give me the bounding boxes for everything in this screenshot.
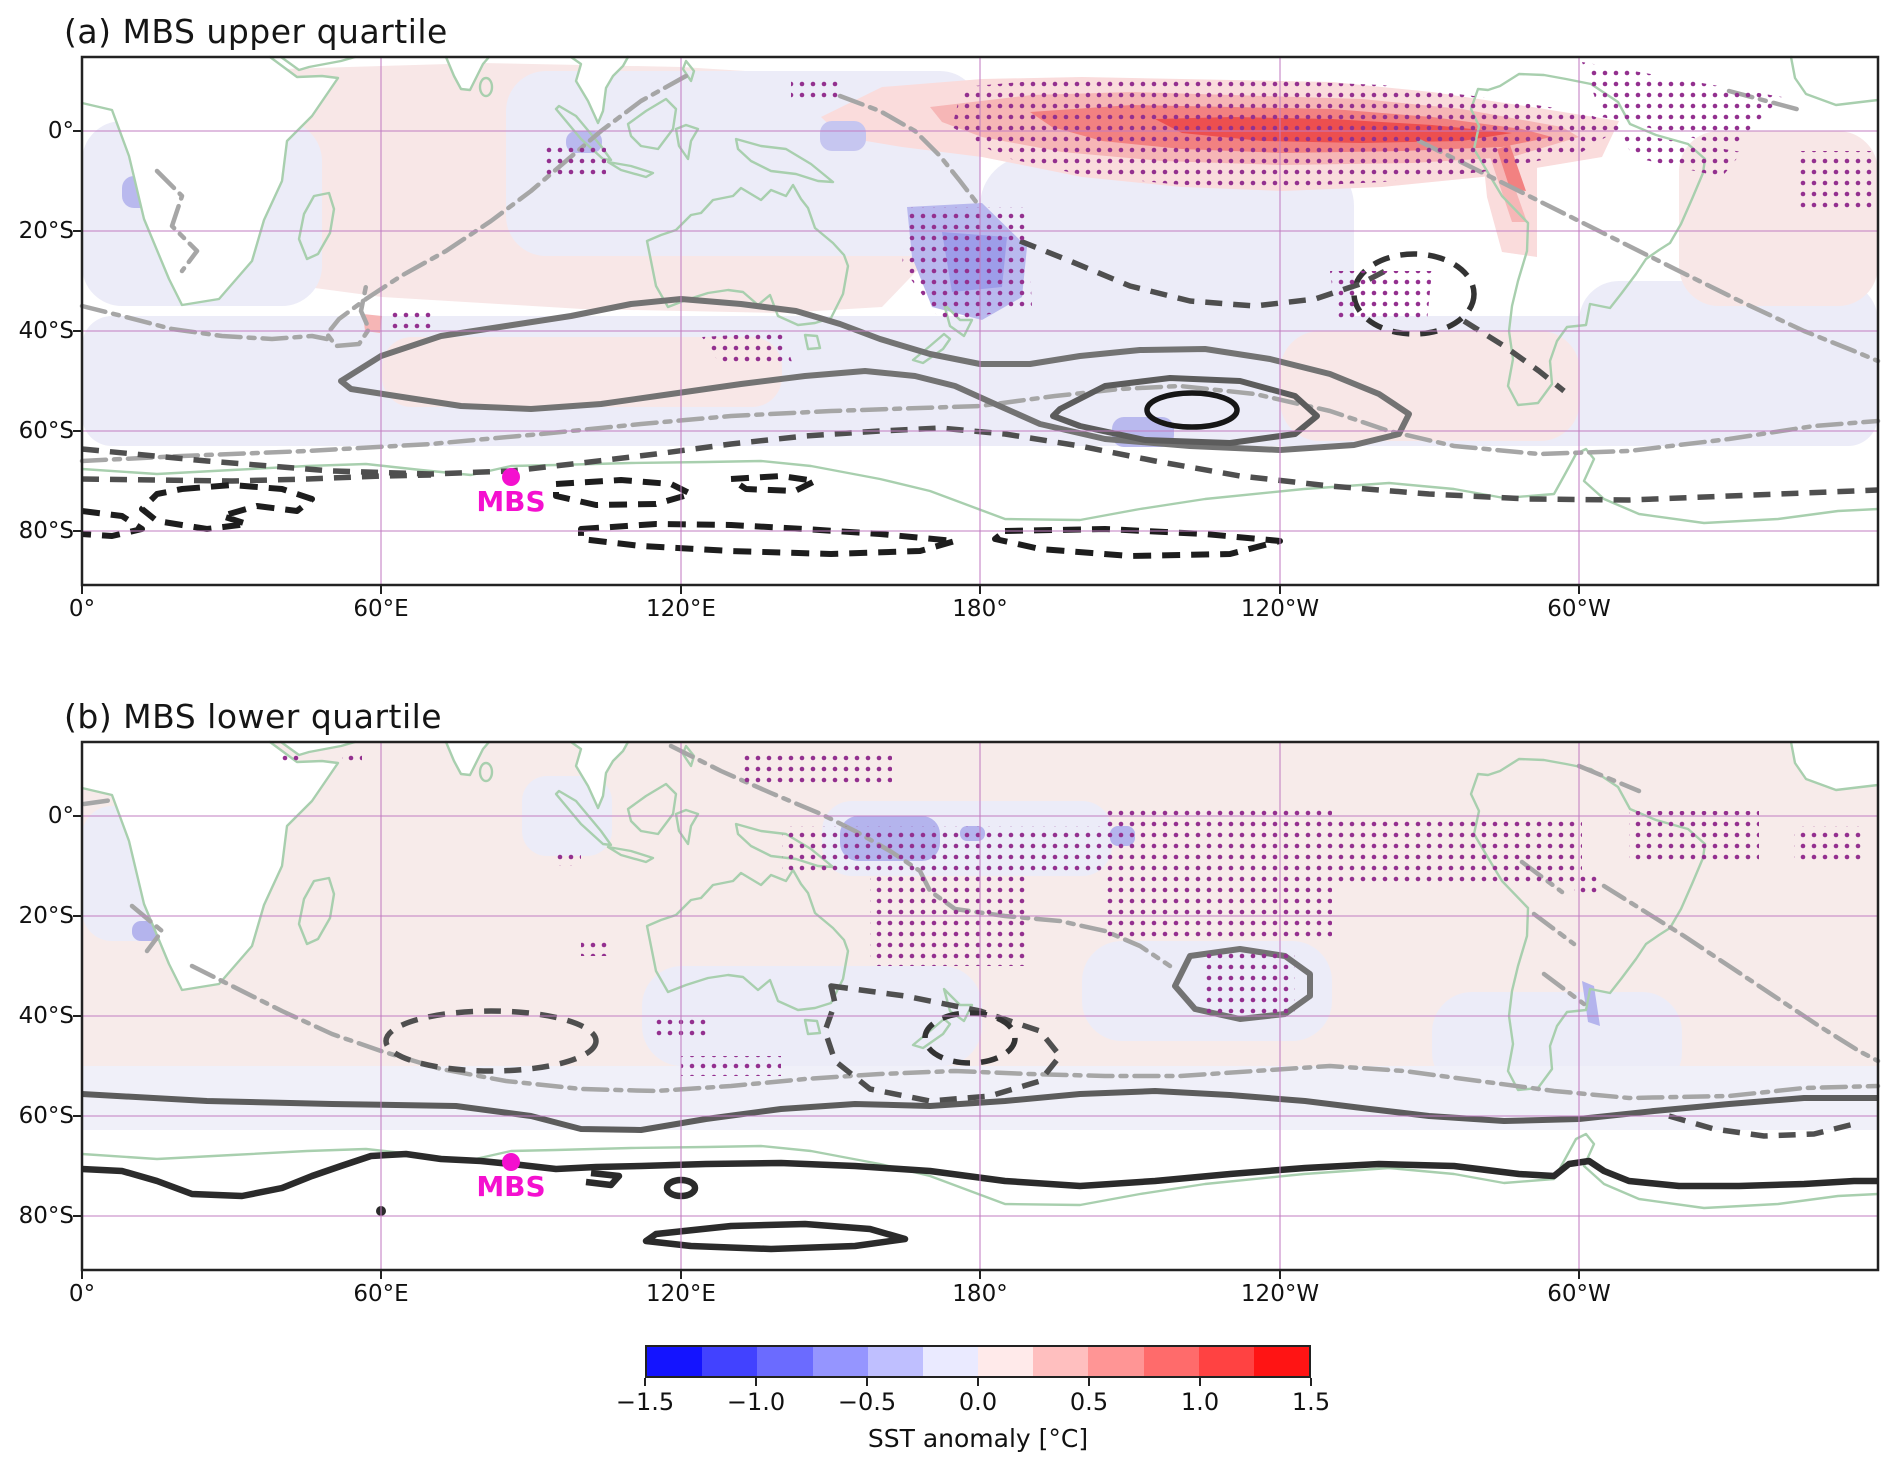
colorbar-tick-label: −1.5 [615, 1388, 675, 1416]
colorbar-segment [1198, 1347, 1254, 1376]
colorbar-tick-label: −1.0 [726, 1388, 786, 1416]
x-tick-label: 60°W [1547, 596, 1611, 622]
mbs-label-a: MBS [476, 485, 545, 518]
x-tick-label: 120°E [646, 1281, 716, 1307]
y-tick-label: 60°S [18, 418, 74, 444]
x-tick-label: 60°W [1547, 1281, 1611, 1307]
colorbar-tick-label: 1.5 [1291, 1388, 1331, 1416]
colorbar-tickmark [977, 1378, 979, 1386]
mbs-label-b: MBS [476, 1170, 545, 1203]
x-tick-label: 120°W [1240, 1281, 1320, 1307]
y-tick-label: 0° [47, 803, 74, 829]
colorbar-tick-label: 1.0 [1180, 1388, 1220, 1416]
colorbar-segment [922, 1347, 979, 1376]
x-tick-label: 120°E [646, 596, 716, 622]
colorbar-segment [812, 1347, 868, 1376]
x-tick-label: 0° [68, 596, 96, 622]
x-tick-label: 180° [952, 596, 1008, 622]
mbs-marker-b: MBS [476, 1153, 546, 1203]
x-tick-label: 120°W [1240, 596, 1320, 622]
colorbar-segment [757, 1347, 813, 1376]
map-panel-a: MBS [72, 55, 1881, 595]
mbs-marker-a: MBS [476, 468, 546, 518]
y-tick-label: 20°S [18, 218, 74, 244]
colorbar-segment [647, 1347, 703, 1376]
colorbar [645, 1345, 1311, 1378]
colorbar-tickmark [866, 1378, 868, 1386]
map-panel-b: MBS [72, 740, 1881, 1280]
colorbar-tick-label: −0.5 [837, 1388, 897, 1416]
colorbar-segment [1088, 1347, 1144, 1376]
y-tick-label: 80°S [18, 1203, 74, 1229]
colorbar-tickmark [644, 1378, 646, 1386]
colorbar-label: SST anomaly [°C] [867, 1424, 1089, 1453]
colorbar-segment [1143, 1347, 1199, 1376]
y-tick-label: 60°S [18, 1103, 74, 1129]
colorbar-segment [867, 1347, 923, 1376]
colorbar-tickmark [755, 1378, 757, 1386]
x-tick-label: 0° [68, 1281, 96, 1307]
y-tick-label: 40°S [18, 1003, 74, 1029]
stippling-a [391, 62, 1878, 367]
x-tick-label: 180° [952, 1281, 1008, 1307]
colorbar-tickmark [1199, 1378, 1201, 1386]
y-tick-label: 80°S [18, 518, 74, 544]
map-b-canvas: MBS [72, 740, 1881, 1280]
colorbar-segment [1033, 1347, 1089, 1376]
y-tick-label: 40°S [18, 318, 74, 344]
y-tick-label: 20°S [18, 903, 74, 929]
colorbar-segment [702, 1347, 758, 1376]
colorbar-tick-label: 0.0 [958, 1388, 998, 1416]
panel-b-title: (b) MBS lower quartile [64, 697, 443, 736]
stippling-b [282, 751, 1864, 1076]
panel-a-title: (a) MBS upper quartile [64, 12, 448, 51]
colorbar-segment [1253, 1347, 1310, 1376]
mbs-dot-icon [502, 468, 520, 486]
colorbar-tick-label: 0.5 [1069, 1388, 1109, 1416]
mbs-dot-icon [502, 1153, 520, 1171]
map-a-canvas: MBS [72, 55, 1881, 595]
y-tick-label: 0° [47, 118, 74, 144]
colorbar-tickmark [1310, 1378, 1312, 1386]
colorbar-tickmark [1088, 1378, 1090, 1386]
colorbar-segment [978, 1347, 1034, 1376]
x-tick-label: 60°E [353, 596, 409, 622]
x-tick-label: 60°E [353, 1281, 409, 1307]
